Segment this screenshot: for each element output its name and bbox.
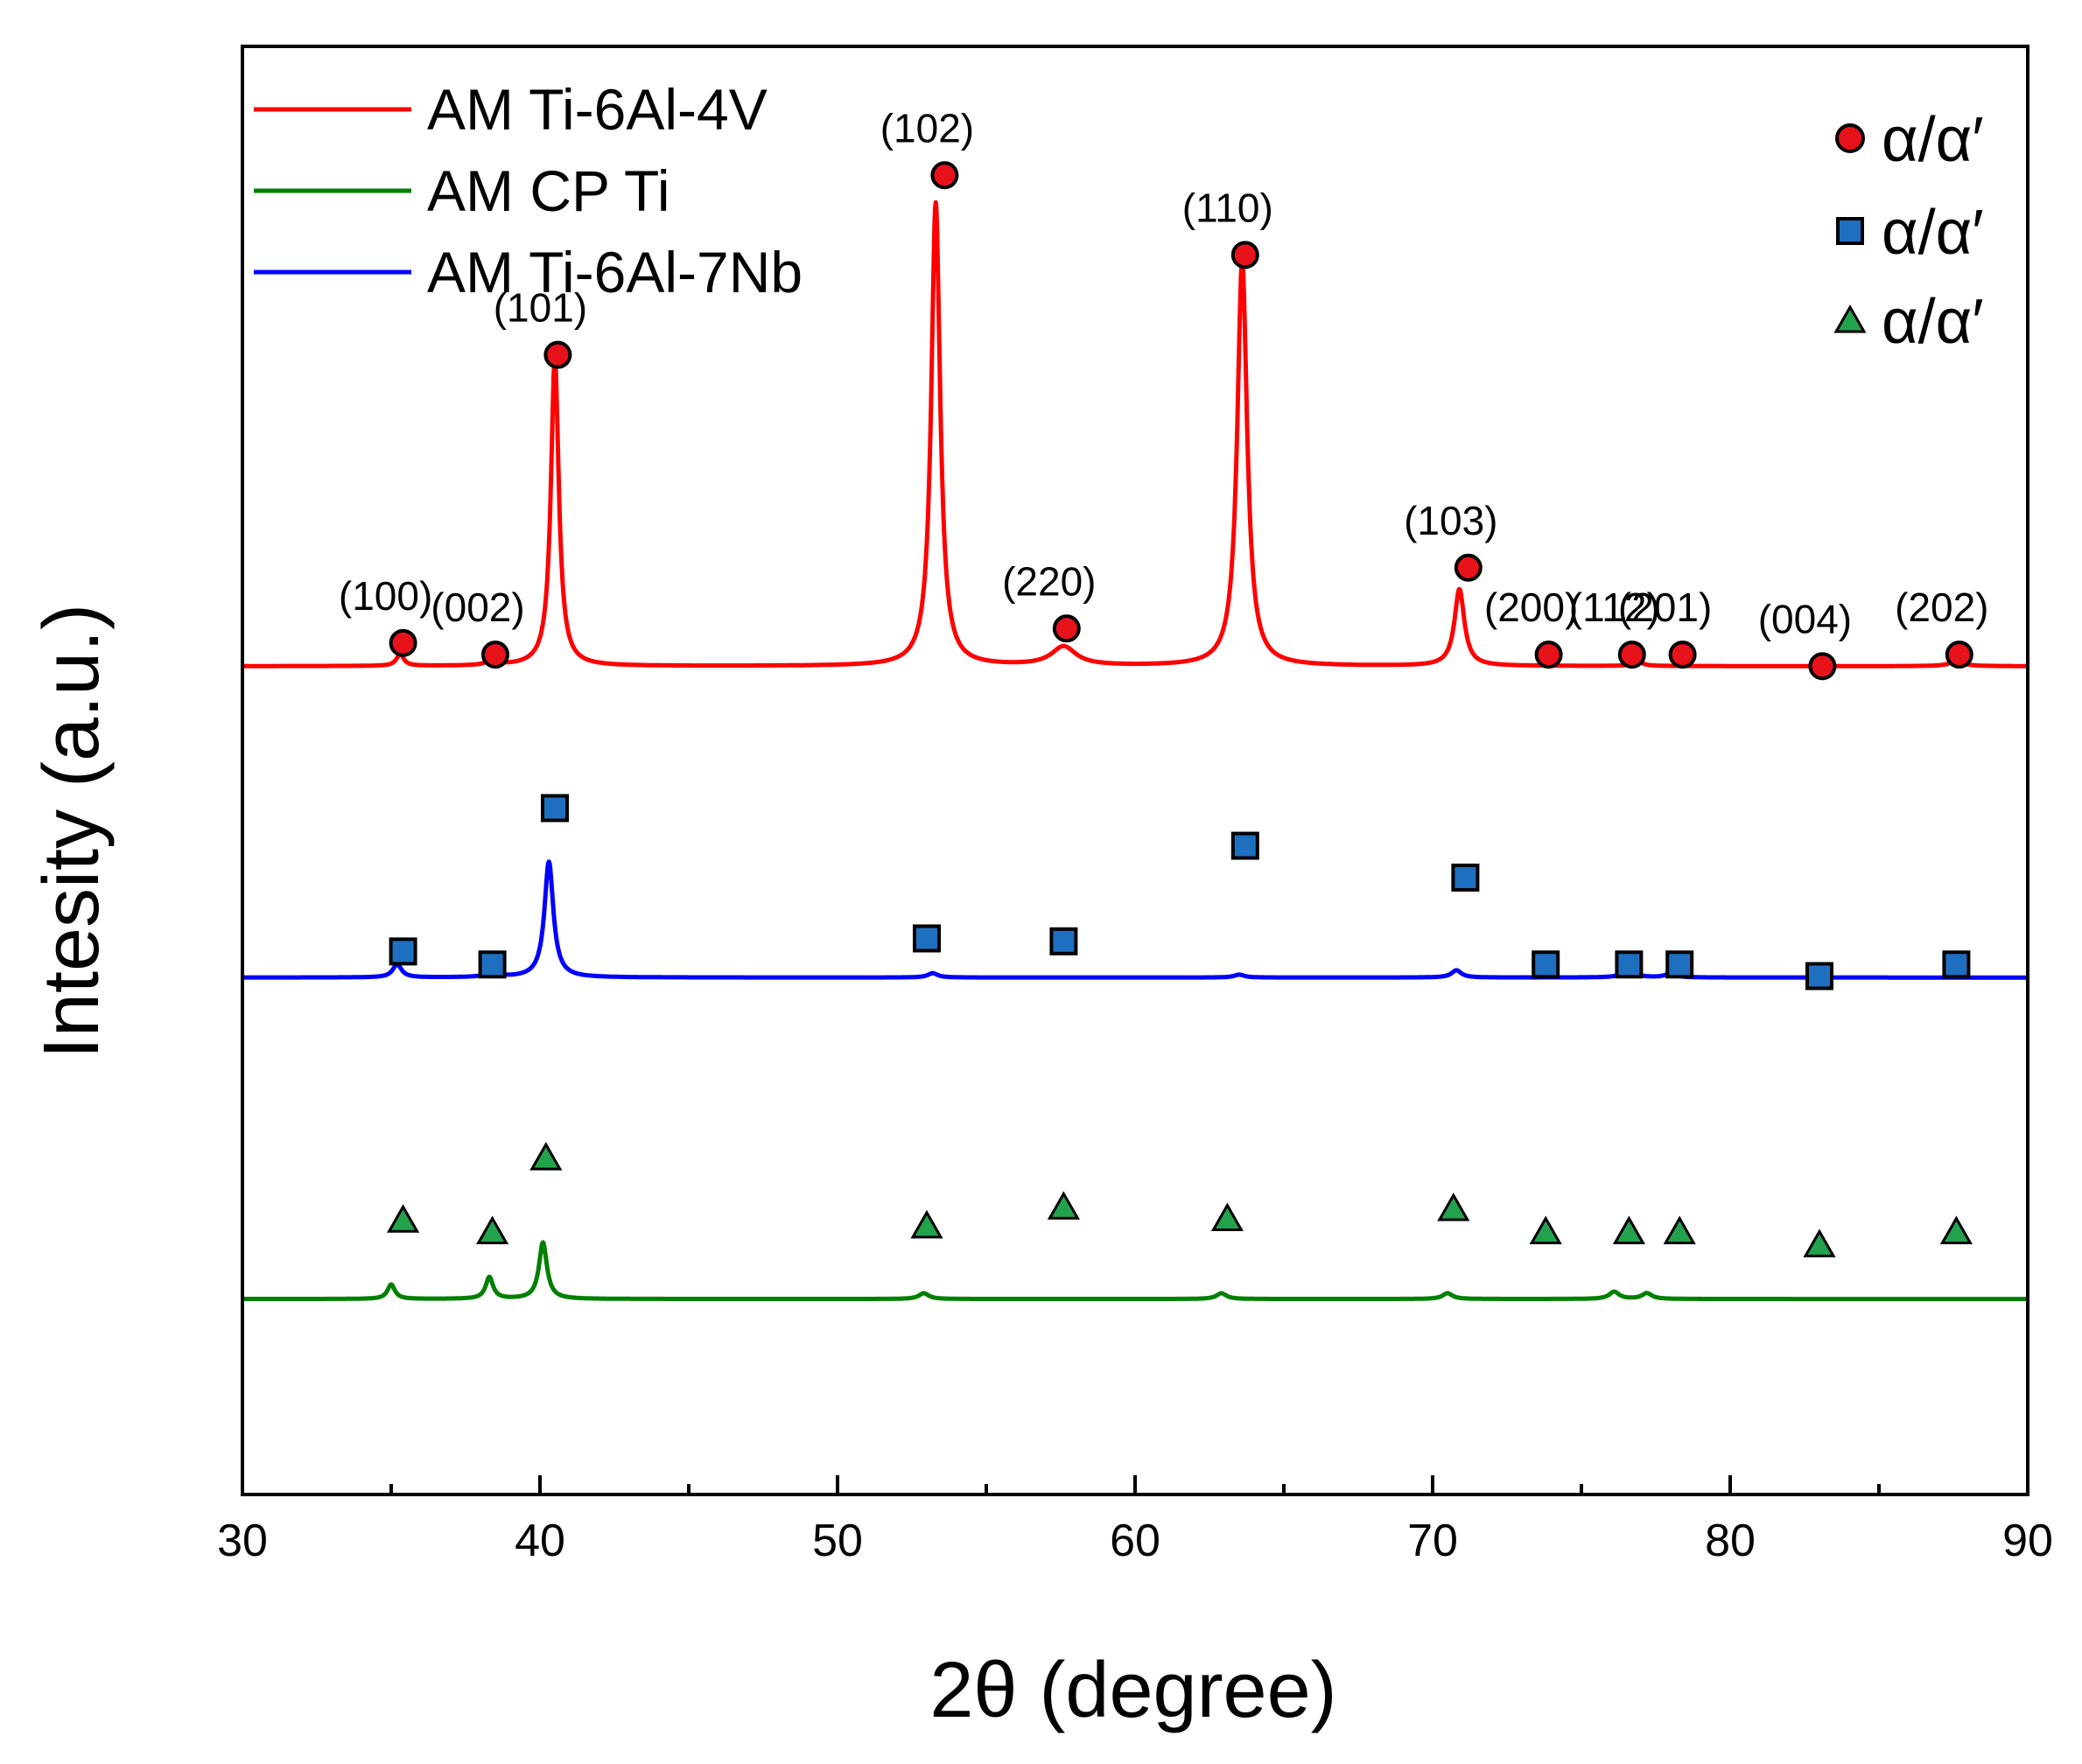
square-peak-marker [1615,950,1644,979]
x-tick-label: 70 [1407,1516,1458,1566]
square-peak-marker [478,950,507,979]
square-peak-marker [1665,950,1694,979]
hkl-label: (202) [1895,584,1988,630]
triangle-peak-marker [1047,1191,1080,1220]
square-peak-marker [1049,927,1078,956]
hkl-label: (110) [1182,185,1273,230]
series-line-1 [241,859,2029,980]
hkl-label: (004) [1758,596,1852,641]
series-line-0 [241,200,2029,668]
circle-peak-marker [1945,640,1973,669]
square-peak-marker [541,794,569,822]
x-tick-label: 60 [1110,1516,1160,1566]
x-tick-label: 80 [1705,1516,1756,1566]
triangle-peak-marker [1939,1215,1973,1244]
square-peak-marker [1230,831,1259,860]
hkl-label: (102) [880,105,974,150]
hkl-label: (103) [1404,498,1497,543]
circle-peak-marker [1454,553,1483,582]
hkl-label: (002) [431,584,524,630]
triangle-peak-marker [1803,1228,1836,1257]
square-peak-marker [1805,962,1833,990]
hkl-label: (200) [1484,584,1578,630]
legend-label-cpti: AM CP Ti [427,158,670,223]
circle-peak-marker [1668,640,1697,669]
square-peak-marker [913,924,941,953]
x-tick-label: 50 [812,1516,863,1566]
peak-markers-layer [387,161,1973,1257]
circle-peak-marker [543,340,572,369]
triangle-peak-marker [529,1142,563,1171]
square-peak-marker [1532,950,1560,979]
legend-circle-label: α/α′ [1882,105,1984,175]
triangle-peak-marker [1210,1202,1244,1232]
triangle-peak-marker [387,1204,420,1233]
series-line-2 [241,1240,2029,1302]
x-tick-label: 90 [2002,1516,2053,1566]
legend-square-marker-icon [1836,217,1864,245]
hkl-label: (101) [494,285,587,331]
hkl-label: (201) [1618,584,1712,630]
x-tick-label: 30 [217,1516,268,1566]
series-legend: AM Ti-6Al-4V AM CP Ti AM Ti-6Al-7Nb [254,77,803,304]
legend-triangle-label: α/α′ [1882,287,1984,357]
hkl-label: (112) [1569,584,1660,630]
circle-peak-marker [930,161,959,190]
marker-legend: α/α′ α/α′ α/α′ [1833,105,1984,357]
legend-square-label: α/α′ [1882,198,1984,268]
legend-triangle-marker-icon [1833,304,1867,333]
x-axis-title: 2θ (degree) [929,1647,1336,1734]
circle-peak-marker [1808,652,1837,681]
y-axis-title: Intesity (a.u.) [28,604,116,1059]
square-peak-marker [389,937,417,966]
triangle-peak-marker [1612,1215,1645,1244]
circle-peak-marker [481,640,509,669]
circle-peak-marker [1052,614,1081,643]
triangle-peak-marker [1529,1215,1562,1244]
legend-circle-marker-icon [1835,123,1865,153]
x-tick-label: 40 [515,1516,565,1566]
legend-label-ti67nb: AM Ti-6Al-7Nb [427,240,803,304]
circle-peak-marker [1534,640,1563,669]
circle-peak-marker [1230,241,1259,270]
square-peak-marker [1451,863,1480,892]
circle-peak-marker [1617,640,1646,669]
square-peak-marker [1942,950,1971,979]
triangle-peak-marker [910,1209,943,1239]
circle-peak-marker [389,628,417,657]
hkl-label: (100) [339,573,432,619]
triangle-peak-marker [1663,1215,1696,1244]
hkl-labels-layer: (100)(002) (101) (102) (220) (110) (103) (200)… [339,105,1989,641]
triangle-peak-marker [476,1215,509,1244]
triangle-peak-marker [1437,1192,1470,1222]
legend-label-ti64: AM Ti-6Al-4V [427,77,768,142]
x-axis-ticks: 30 40 50 60 70 80 90 [217,1475,2053,1566]
hkl-label: (220) [1002,558,1096,604]
series-layer [241,200,2029,1302]
